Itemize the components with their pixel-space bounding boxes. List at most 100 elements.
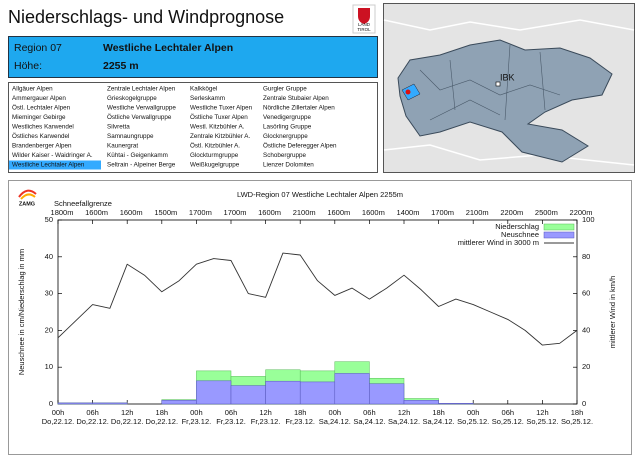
x-tick-date: Sa,24.12. <box>319 417 351 426</box>
region-item[interactable]: Silvretta <box>107 124 130 131</box>
x-tick-date: Do,22.12. <box>42 417 75 426</box>
region-item[interactable]: Zentrale Kitzbühler A. <box>190 133 250 140</box>
region-item[interactable]: Weißkugelgruppe <box>190 162 240 169</box>
region-item[interactable]: Kühtai - Geigenkamm <box>107 152 168 159</box>
bar <box>369 383 405 405</box>
snowline-value: 1600m <box>85 208 108 217</box>
x-tick-time: 18h <box>294 408 307 417</box>
region-item[interactable]: Östliche Deferegger Alpen <box>263 142 337 150</box>
bar <box>57 402 93 405</box>
region-item[interactable]: Glockturmgruppe <box>190 152 239 159</box>
y2-tick-label: 80 <box>582 252 590 261</box>
logo-text: LAND <box>358 22 371 27</box>
region-list <box>8 82 378 173</box>
region-item[interactable]: Allgäuer Alpen <box>12 86 53 93</box>
x-tick-date: Fr,23.12. <box>182 417 212 426</box>
snowline-value: 2500m <box>535 208 558 217</box>
bar <box>438 403 474 405</box>
region-item[interactable]: Westl. Kitzbühler A. <box>190 124 245 131</box>
region-item[interactable]: Zentrale Stubaier Alpen <box>263 95 329 102</box>
legend-label: Neuschnee <box>501 230 539 239</box>
selected-region-highlight <box>9 160 101 170</box>
region-item[interactable]: Schobergruppe <box>263 152 307 159</box>
logo-shield <box>358 8 370 24</box>
region-item[interactable]: Brandenberger Alpen <box>12 143 72 150</box>
x-tick-time: 12h <box>536 408 549 417</box>
legend-label: mittlerer Wind in 3000 m <box>458 238 539 247</box>
x-tick-time: 18h <box>156 408 169 417</box>
snowline-value: 1700m <box>224 208 247 217</box>
x-tick-date: Do,22.12. <box>111 417 144 426</box>
region-item[interactable]: Kaunergrat <box>107 143 138 150</box>
region-item[interactable]: Grieskogelgruppe <box>107 95 157 102</box>
x-tick-time: 00h <box>467 408 480 417</box>
x-tick-time: 06h <box>225 408 238 417</box>
region-item[interactable]: Wilder Kaiser - Waidringer A. <box>12 152 93 159</box>
map-marker <box>405 89 411 95</box>
region-item[interactable]: Lasörling Gruppe <box>263 124 312 131</box>
y2-tick-label: 40 <box>582 325 590 334</box>
y-tick-label: 50 <box>45 215 53 224</box>
map-regions <box>419 44 561 121</box>
wind-line <box>57 252 578 346</box>
region-item[interactable]: Samnaungruppe <box>107 133 154 140</box>
x-tick-time: 06h <box>363 408 376 417</box>
region-item[interactable]: Mieminger Gebirge <box>12 114 66 121</box>
region-item[interactable]: Östl. Kitzbühler A. <box>190 142 240 150</box>
x-tick-time: 06h <box>86 408 99 417</box>
bar <box>403 400 439 405</box>
snowline-label: Schneefallgrenze <box>54 199 112 208</box>
region-item[interactable]: Venedigergruppe <box>263 114 311 121</box>
map-selected-region <box>401 83 421 101</box>
region-item[interactable]: Seltrain - Alpeiner Berge <box>107 162 176 169</box>
region-item[interactable]: Westliche Verwallgruppe <box>107 105 176 112</box>
chart-title: LWD-Region 07 Westliche Lechtaler Alpen … <box>237 190 403 199</box>
y2-tick-label: 0 <box>582 399 586 408</box>
region-item[interactable]: Gurgler Gruppe <box>263 86 307 93</box>
x-tick-date: Sa,24.12. <box>423 417 455 426</box>
legend-swatch <box>543 231 575 239</box>
region-label: Region 07 <box>14 42 62 54</box>
y-tick-label: 30 <box>45 289 53 298</box>
x-tick-time: 12h <box>398 408 411 417</box>
x-tick-time: 18h <box>432 408 445 417</box>
region-item[interactable]: Westliche Tuxer Alpen <box>190 105 253 112</box>
region-item[interactable]: Serleskamm <box>190 95 225 102</box>
x-tick-date: Sa,24.12. <box>388 417 420 426</box>
region-item[interactable]: Ammergauer Alpen <box>12 95 66 102</box>
legend-swatch <box>543 223 575 231</box>
region-item[interactable]: Lienzer Dolomiten <box>263 162 314 169</box>
x-tick-date: Fr,23.12. <box>251 417 281 426</box>
elevation-label: Höhe: <box>14 60 42 72</box>
logo-text: TIROL <box>357 27 371 32</box>
region-item[interactable]: Zentrale Lechtaler Alpen <box>107 86 176 93</box>
region-item[interactable]: Westliches Karwendel <box>12 124 74 131</box>
bar <box>230 385 266 405</box>
snowline-value: 1500m <box>154 208 177 217</box>
y-tick-label: 40 <box>45 252 53 261</box>
snowline-value: 1400m <box>397 208 420 217</box>
region-item[interactable]: Östliche Tuxer Alpen <box>190 113 248 121</box>
snowline-value: 1600m <box>327 208 350 217</box>
elevation: 2255 m <box>103 60 139 72</box>
region-item[interactable]: Nördliche Zillertaler Alpen <box>263 105 335 112</box>
region-item[interactable]: Glocknergruppe <box>263 133 308 140</box>
x-tick-date: Do,22.12. <box>76 417 109 426</box>
region-item[interactable]: Östliche Verwallgruppe <box>107 113 172 121</box>
region-item[interactable]: Westliche Lechtaler Alpen <box>12 162 85 169</box>
snowline-value: 1600m <box>362 208 385 217</box>
x-tick-time: 00h <box>329 408 342 417</box>
x-tick-time: 12h <box>259 408 272 417</box>
map-border <box>383 19 635 166</box>
region-item[interactable]: Östliches Karwendel <box>12 132 69 140</box>
region-list-items: Allgäuer Alpen Ammergauer Alpen Östl. Lech… <box>9 86 337 170</box>
y2-tick-label: 100 <box>582 215 595 224</box>
region-item[interactable]: Kalkkögel <box>190 86 217 93</box>
region-item[interactable]: Östl. Lechtaler Alpen <box>12 104 71 112</box>
city-marker <box>495 81 501 87</box>
snowline-value: 2100m <box>293 208 316 217</box>
y2-axis-label: mittlerer Wind in km/h <box>608 276 617 349</box>
bar <box>265 380 301 405</box>
